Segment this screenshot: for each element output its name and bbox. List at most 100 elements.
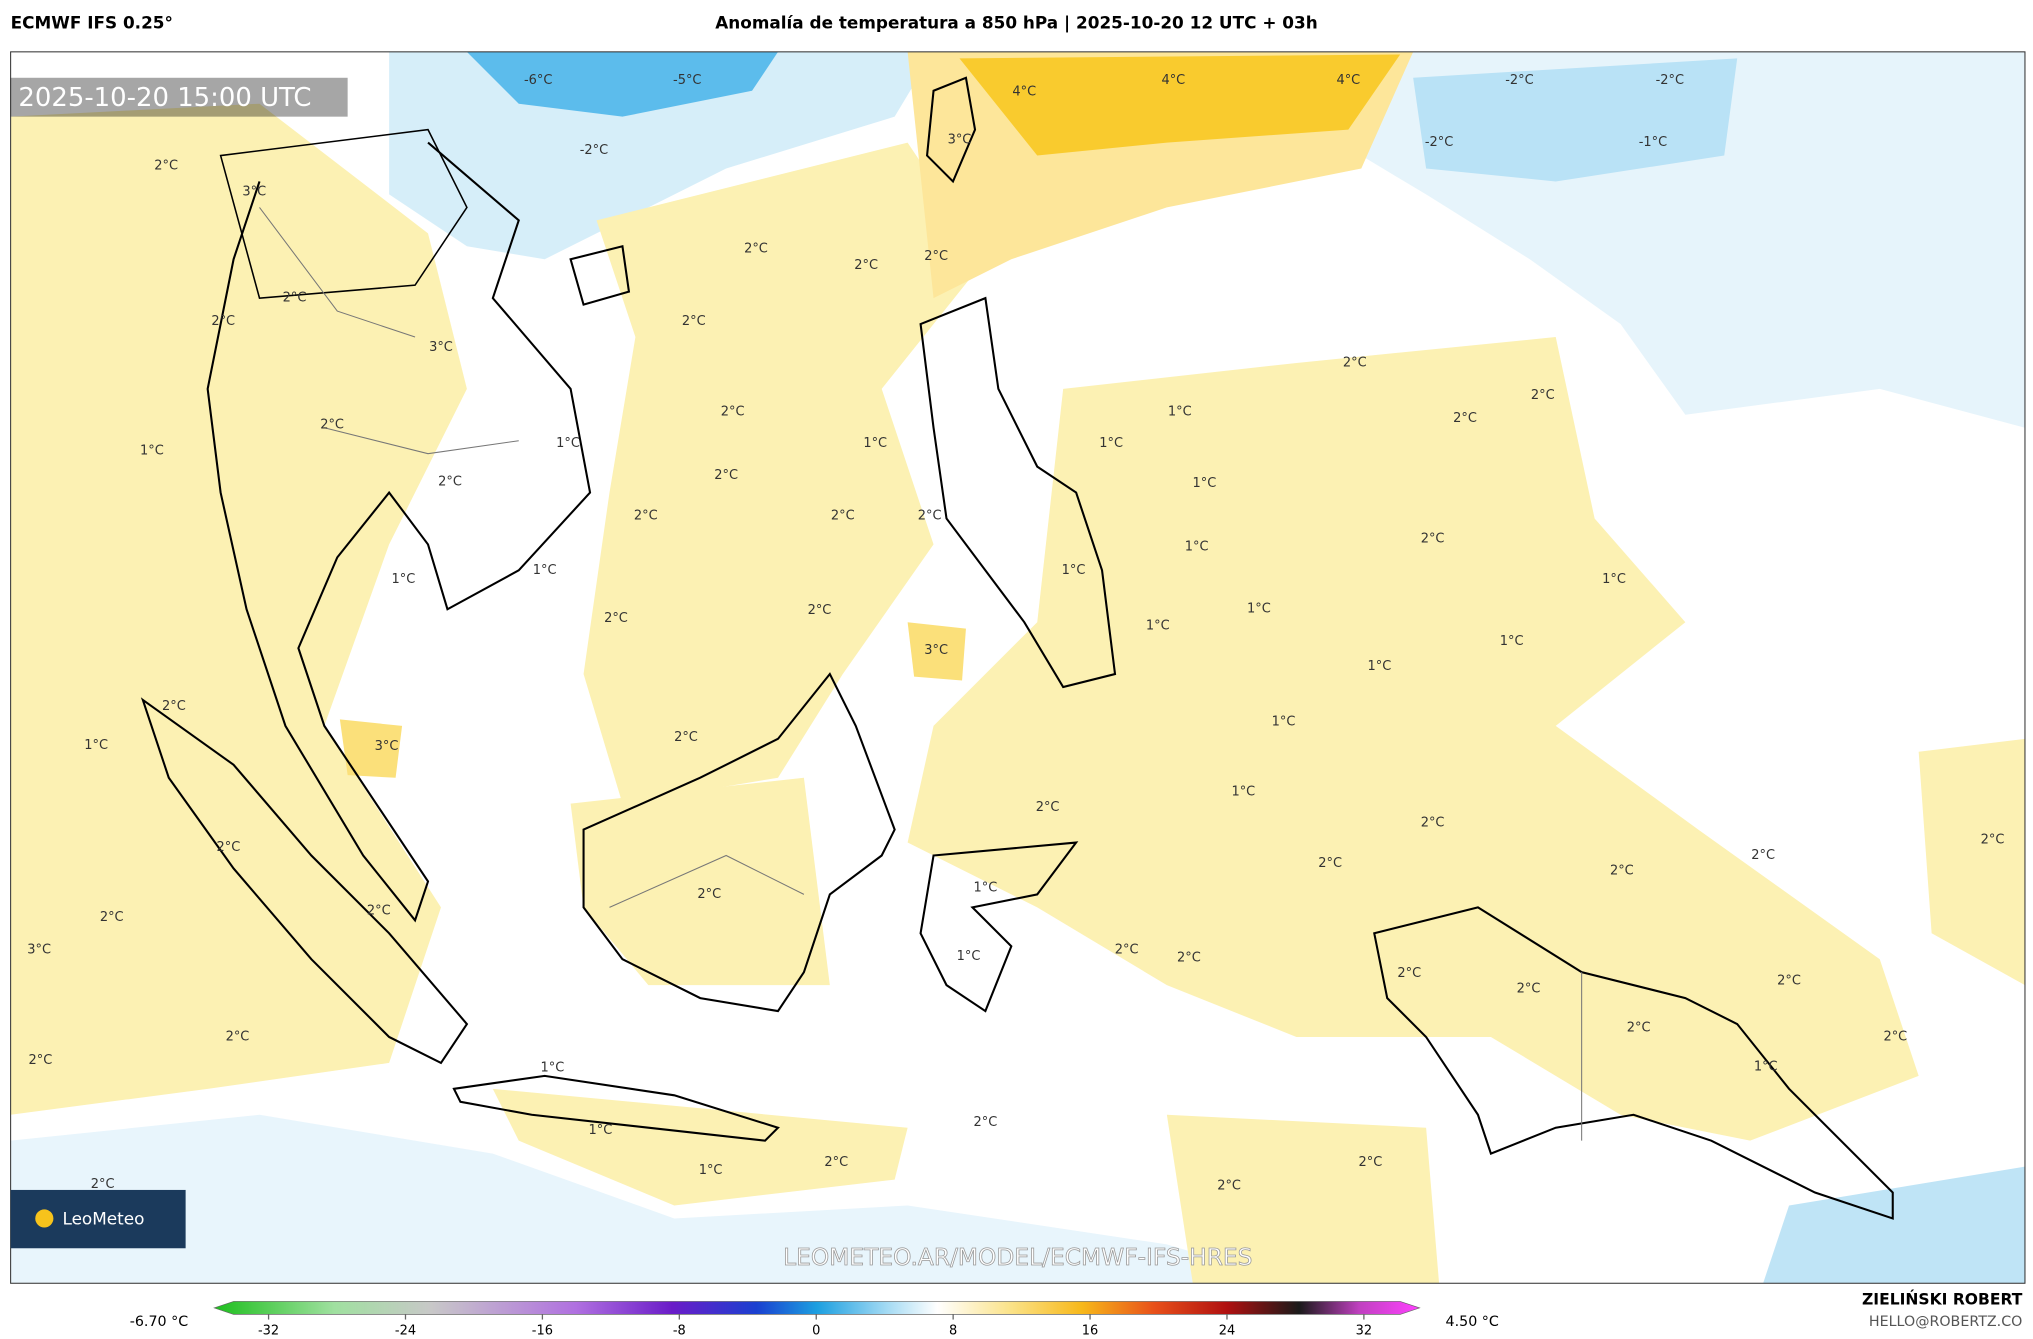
contour-label: 3°C (375, 739, 399, 754)
contour-label: 2°C (29, 1053, 53, 1068)
map-frame (10, 51, 2026, 1284)
cold-area (10, 1114, 1297, 1284)
contour-label: 1°C (1368, 659, 1392, 674)
contour-label: 2°C (283, 291, 307, 306)
colorbar-tick-label: -24 (395, 1324, 416, 1339)
contour-label: 2°C (1397, 966, 1421, 981)
model-label: ECMWF IFS 0.25° (11, 12, 173, 32)
contour-label: 2°C (924, 249, 948, 264)
contour-label: -2°C (1425, 135, 1453, 150)
logo-text: LeoMeteo (62, 1209, 144, 1229)
contour-label: -1°C (1639, 135, 1667, 150)
contour-label: 2°C (808, 603, 832, 618)
contour-label: 2°C (438, 475, 462, 490)
colorbar (213, 1301, 1421, 1315)
author: ZIELIŃSKI ROBERT (1862, 1290, 2023, 1309)
contour-label: 1°C (699, 1163, 723, 1178)
watermark: LEOMETEO.AR/MODEL/ECMWF-IFS-HRES (783, 1243, 1252, 1271)
contour-label: 3°C (948, 132, 972, 147)
contour-label: 2°C (1453, 411, 1477, 426)
coastline (219, 128, 468, 299)
coastline (452, 1074, 780, 1142)
warm-core (959, 54, 1401, 156)
colorbar-ticks: -32 -24 -16 -8 0 8 16 24 32 (258, 1314, 1372, 1339)
contour-label: 2°C (217, 840, 241, 855)
contour-label: 2°C (367, 904, 391, 919)
contour-label: 2°C (1421, 816, 1445, 831)
warm-area (570, 777, 830, 986)
colorbar-tick-label: -16 (532, 1324, 553, 1339)
coastline (1373, 906, 1894, 1220)
contour-label: 2°C (100, 910, 124, 925)
contour-label: 2°C (320, 418, 344, 433)
contour-label: 2°C (1610, 864, 1634, 879)
contour-label: 2°C (604, 611, 628, 626)
contour-label: 2°C (1531, 388, 1555, 403)
contour-label: 1°C (1062, 563, 1086, 578)
contour-label: 1°C (1247, 602, 1271, 617)
contour-label: 2°C (1981, 832, 2005, 847)
contour-label: 2°C (1343, 355, 1367, 370)
contour-label: -2°C (580, 143, 608, 158)
contour-label: 2°C (162, 699, 186, 714)
contour-label: 1°C (863, 436, 887, 451)
contour-label: 2°C (1115, 943, 1139, 958)
warm-core (907, 622, 966, 681)
contour-label: 2°C (1421, 532, 1445, 547)
coastline (569, 244, 631, 306)
contour-label: 2°C (634, 508, 658, 523)
contour-label: 1°C (140, 444, 164, 459)
contour-label: -6°C (524, 73, 552, 88)
contour-label: 2°C (226, 1029, 250, 1044)
contour-label: 2°C (1177, 950, 1201, 965)
map-title: Anomalía de temperatura a 850 hPa | 2025… (715, 12, 1318, 32)
contour-label: 2°C (1627, 1020, 1651, 1035)
colorbar-tick-label: 24 (1219, 1324, 1235, 1339)
contour-label: 2°C (824, 1155, 848, 1170)
contour-label: 1°C (533, 563, 557, 578)
email: HELLO@ROBERTZ.CO (1869, 1314, 2022, 1330)
map-area: -6°C -5°C -2°C 4°C 4°C 4°C -2°C -2°C -2°C -1°C 3°C… (10, 51, 2025, 1284)
coastline (919, 296, 1117, 689)
contour-label: 2°C (674, 730, 698, 745)
colorbar-max: 4.50 °C (1446, 1314, 1499, 1330)
contour-label: -2°C (1505, 73, 1533, 88)
contour-label: 2°C (831, 508, 855, 523)
contour-label: 2°C (1517, 982, 1541, 997)
contour-label: 2°C (1036, 800, 1060, 815)
contour-label: 1°C (589, 1123, 613, 1138)
contour-label: 1°C (957, 949, 981, 964)
colorbar-min: -6.70 °C (130, 1314, 189, 1330)
warm-area (1918, 738, 2025, 986)
contour-label: 2°C (714, 468, 738, 483)
contour-label: 2°C (697, 887, 721, 902)
contour-label: 2°C (1883, 1029, 1907, 1044)
contour-label: 2°C (1217, 1179, 1241, 1194)
cold-area (1413, 58, 1738, 182)
warm-area (907, 337, 1919, 1141)
contour-label: 2°C (1777, 974, 1801, 989)
contour-label: 2°C (211, 314, 235, 329)
contour-label: 2°C (721, 405, 745, 420)
colorbar-tick-label: 8 (949, 1324, 957, 1339)
cold-core (466, 51, 778, 117)
contour-label: 1°C (556, 436, 580, 451)
contour-label: -5°C (673, 73, 701, 88)
contour-label: 4°C (1161, 73, 1185, 88)
contour-label: 1°C (1099, 436, 1123, 451)
colorbar-tick-label: 32 (1356, 1324, 1372, 1339)
contour-label: -2°C (1656, 73, 1684, 88)
contour-label: 1°C (1231, 784, 1255, 799)
warm-area (10, 103, 467, 1115)
coastline (582, 672, 896, 1013)
warm-area (1166, 1114, 1440, 1284)
contour-labels: -6°C -5°C -2°C 4°C 4°C 4°C -2°C -2°C -2°C -1°C 3°C… (27, 73, 2004, 1194)
contour-label: 2°C (918, 508, 942, 523)
contour-label: 1°C (541, 1061, 565, 1076)
coastline (140, 697, 469, 1065)
contour-label: 2°C (1318, 856, 1342, 871)
contour-label: 3°C (924, 643, 948, 658)
contour-label: 3°C (27, 943, 51, 958)
coastline (925, 76, 977, 184)
